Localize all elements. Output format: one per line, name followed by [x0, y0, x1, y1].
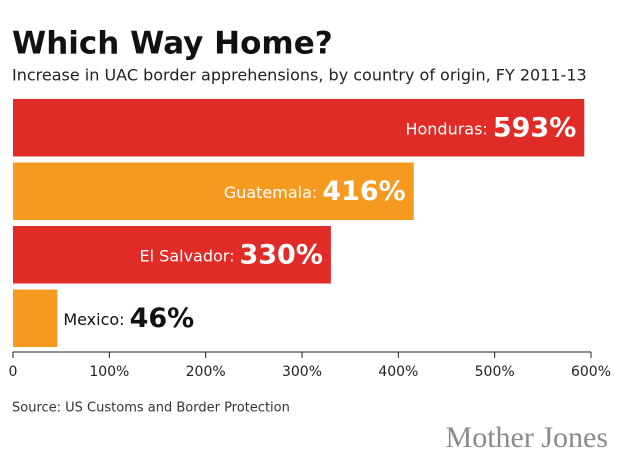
x-tick-label: 200%: [186, 364, 226, 380]
x-tick-label: 500%: [475, 364, 515, 380]
category-label: El Salvador:: [140, 246, 235, 265]
value-label: 593%: [493, 112, 576, 143]
chart-title: Which Way Home?: [12, 26, 333, 62]
value-label: 416%: [322, 176, 405, 207]
source: Source: US Customs and Border Protection: [12, 401, 290, 416]
bar: [13, 99, 585, 157]
bar: [13, 226, 331, 284]
value-label: 330%: [239, 239, 322, 270]
logo: Mother Jones: [446, 421, 608, 454]
bar: [13, 162, 414, 220]
x-tick-label: 0: [9, 364, 18, 380]
x-tick-label: 100%: [89, 364, 129, 380]
x-tick-label: 600%: [571, 364, 611, 380]
value-label: 46%: [130, 303, 195, 334]
category-label: Honduras:: [405, 119, 487, 138]
category-label: Mexico:: [63, 310, 124, 329]
chart-subtitle: Increase in UAC border apprehensions, by…: [12, 66, 587, 85]
category-label: Guatemala:: [224, 183, 318, 202]
bar: [13, 289, 58, 347]
x-tick-label: 400%: [378, 364, 418, 380]
x-tick-label: 300%: [282, 364, 322, 380]
